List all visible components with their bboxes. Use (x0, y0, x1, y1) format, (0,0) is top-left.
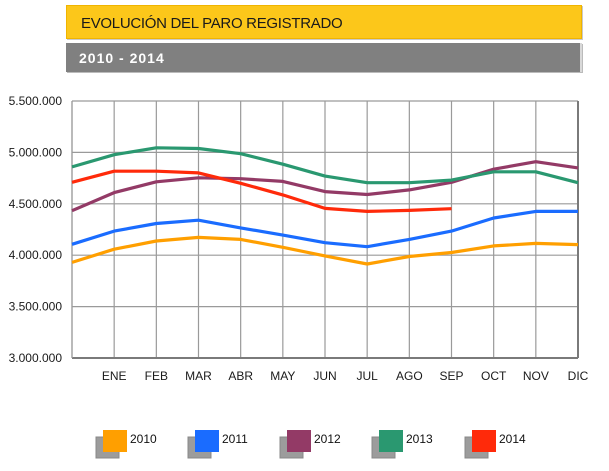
x-tick-label: MAR (185, 369, 212, 383)
y-axis: 3.000.000 3.500.000 4.000.000 4.500.000 5.00… (9, 94, 63, 365)
chart-subtitle: 2010 - 2014 (79, 50, 165, 66)
legend-swatch (195, 430, 219, 452)
x-tick-label: DIC (568, 369, 589, 383)
y-tick-label: 3.000.000 (9, 351, 63, 365)
series-line-2013 (71, 146, 579, 185)
legend-label: 2014 (499, 432, 526, 446)
x-tick-label: JUL (356, 369, 378, 383)
x-tick-label: NOV (523, 369, 549, 383)
legend-label: 2012 (314, 432, 341, 446)
chart-subtitle-bar: 2010 - 2014 (66, 43, 582, 72)
y-tick-label: 3.500.000 (9, 300, 63, 314)
chart-title-bar: EVOLUCIÓN DEL PARO REGISTRADO (66, 5, 582, 39)
legend-swatch (103, 430, 127, 452)
x-axis: ENE FEB MAR ABR MAY JUN JUL AGO SEP OCT NOV DIC (102, 369, 589, 383)
x-tick-label: ENE (102, 369, 127, 383)
x-tick-label: AGO (396, 369, 423, 383)
grid (71, 100, 579, 359)
legend-swatch (379, 430, 403, 452)
series-line-2010 (71, 235, 579, 266)
series-line-2011 (71, 209, 578, 249)
legend-label: 2011 (222, 432, 248, 446)
chart-title: EVOLUCIÓN DEL PARO REGISTRADO (81, 15, 343, 32)
legend-item-2013: 2013 (371, 430, 433, 459)
y-tick-label: 4.500.000 (9, 197, 63, 211)
legend-swatch (287, 430, 311, 452)
y-tick-label: 5.000.000 (9, 145, 63, 159)
x-tick-label: FEB (145, 369, 168, 383)
x-tick-label: MAY (270, 369, 295, 383)
x-tick-label: SEP (439, 369, 463, 383)
y-tick-label: 5.500.000 (9, 94, 63, 108)
legend-label: 2010 (130, 432, 157, 446)
series-line-2012 (71, 160, 579, 213)
x-tick-label: OCT (481, 369, 507, 383)
legend-item-2014: 2014 (464, 430, 526, 459)
y-tick-label: 4.000.000 (9, 248, 63, 262)
legend-item-2012: 2012 (279, 430, 341, 459)
legend: 2010 2011 2012 2013 2014 (95, 430, 526, 459)
legend-item-2011: 2011 (187, 430, 248, 459)
legend-item-2010: 2010 (95, 430, 157, 459)
series-lines (71, 146, 579, 266)
x-tick-label: JUN (313, 369, 336, 383)
legend-swatch (472, 430, 496, 452)
series-line-2014 (71, 169, 452, 213)
legend-label: 2013 (406, 432, 433, 446)
x-tick-label: ABR (228, 369, 253, 383)
